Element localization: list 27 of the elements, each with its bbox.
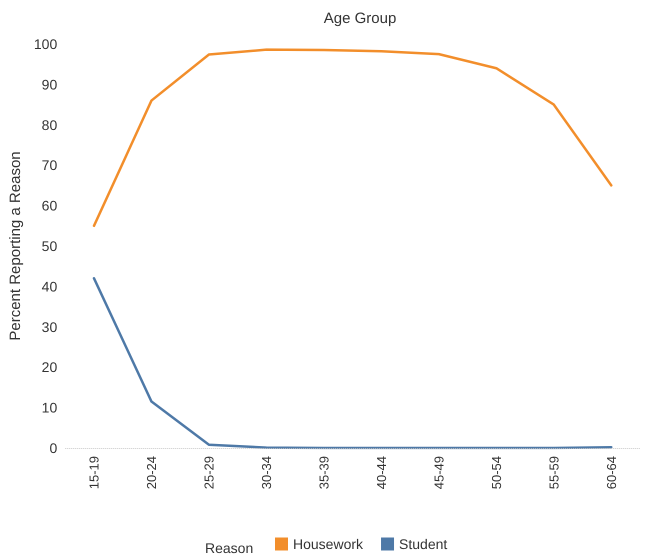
x-tick-label: 15-19 <box>86 456 102 490</box>
x-tick-label: 25-29 <box>201 456 216 490</box>
x-tick-label: 50-54 <box>488 456 504 490</box>
legend-title: Reason <box>205 540 254 556</box>
x-axis-title: Age Group <box>324 10 396 27</box>
y-tick-label: 80 <box>42 116 58 133</box>
y-tick-label: 50 <box>42 238 58 254</box>
y-tick-label: 10 <box>42 400 58 416</box>
y-tick-label: 100 <box>34 36 58 52</box>
y-tick-label: 90 <box>42 76 58 92</box>
legend-label: Student <box>399 536 448 552</box>
x-tick-label: 55-59 <box>546 456 562 490</box>
y-tick-label: 20 <box>42 359 58 376</box>
y-axis-title: Percent Reporting a Reason <box>7 151 24 341</box>
line-series <box>92 48 613 228</box>
y-tick-label: 60 <box>42 198 58 214</box>
y-tick-label: 70 <box>42 157 58 174</box>
x-tick-label: 60-64 <box>604 456 619 490</box>
y-tick-label: 0 <box>49 440 58 456</box>
y-tick-label: 30 <box>42 318 58 335</box>
x-tick-label: 20-24 <box>144 456 159 490</box>
legend-label: Housework <box>293 536 364 552</box>
y-tick-label: 40 <box>42 278 58 294</box>
x-tick-label: 30-34 <box>258 456 274 490</box>
x-tick-label: 45-49 <box>431 456 446 490</box>
x-tick-label: 40-44 <box>374 456 389 490</box>
x-tick-label: 35-39 <box>316 456 332 490</box>
